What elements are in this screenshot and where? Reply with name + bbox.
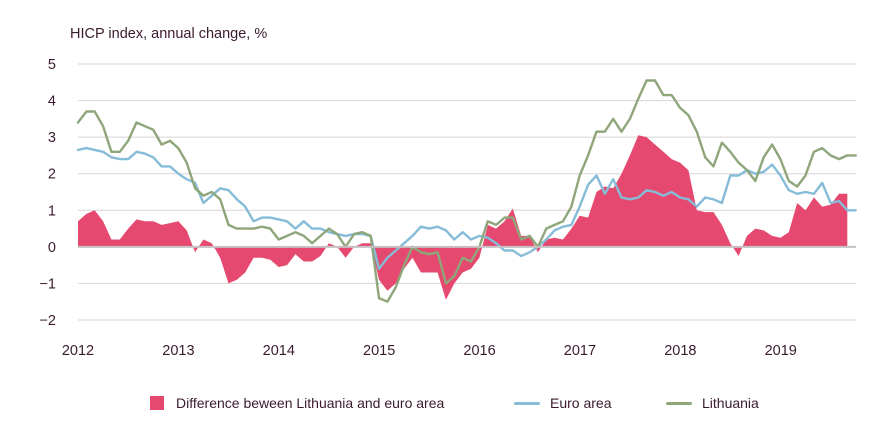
legend: Difference beween Lithuania and euro are… bbox=[0, 395, 891, 417]
x-tick-labels: 2012 2013 2014 2015 2016 2017 2018 2019 bbox=[62, 343, 797, 359]
y-tick-label: 0 bbox=[48, 240, 56, 256]
y-tick-labels: 5 4 3 2 1 0 −1 −2 bbox=[39, 57, 56, 329]
y-axis-title: HICP index, annual change, % bbox=[70, 26, 268, 42]
grid-lines bbox=[78, 63, 856, 321]
series-lines bbox=[76, 79, 857, 303]
y-tick-label: −2 bbox=[39, 313, 56, 329]
legend-label-euro-area: Euro area bbox=[550, 395, 612, 411]
legend-item-euro-area: Euro area bbox=[514, 395, 611, 411]
legend-label-difference: Difference beween Lithuania and euro are… bbox=[176, 395, 445, 411]
x-tick-label: 2018 bbox=[664, 343, 696, 359]
legend-item-difference: Difference beween Lithuania and euro are… bbox=[150, 395, 444, 411]
x-tick-label: 2015 bbox=[363, 343, 395, 359]
lithuania-line bbox=[76, 79, 857, 303]
legend-swatch-euro-area bbox=[514, 401, 540, 405]
difference-area-path bbox=[78, 135, 848, 300]
y-tick-label: 4 bbox=[48, 94, 56, 110]
legend-item-lithuania: Lithuania bbox=[666, 395, 759, 411]
x-tick-label: 2017 bbox=[564, 343, 596, 359]
x-tick-label: 2019 bbox=[765, 343, 797, 359]
y-tick-label: 3 bbox=[48, 130, 56, 146]
x-tick-label: 2013 bbox=[162, 343, 194, 359]
x-tick-label: 2014 bbox=[263, 343, 295, 359]
x-tick-label: 2012 bbox=[62, 343, 94, 359]
y-tick-label: 2 bbox=[48, 167, 56, 183]
y-tick-label: 5 bbox=[48, 57, 56, 73]
legend-swatch-lithuania bbox=[666, 401, 692, 405]
x-tick-label: 2016 bbox=[463, 343, 495, 359]
legend-swatch-difference bbox=[150, 396, 164, 410]
y-tick-label: 1 bbox=[48, 203, 56, 219]
difference-area bbox=[78, 135, 848, 300]
y-tick-label: −1 bbox=[39, 276, 56, 292]
legend-label-lithuania: Lithuania bbox=[702, 395, 759, 411]
euro-area-line bbox=[76, 146, 857, 270]
